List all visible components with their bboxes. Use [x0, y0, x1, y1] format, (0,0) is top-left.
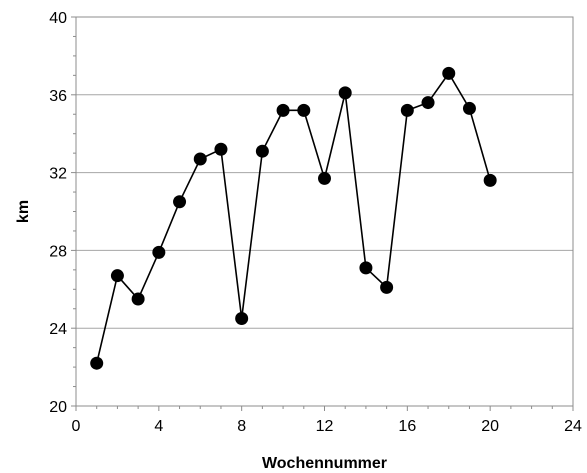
x-tick-label: 20	[481, 418, 499, 435]
y-tick-label: 40	[49, 10, 67, 27]
data-point	[193, 152, 207, 166]
data-point	[276, 103, 290, 117]
data-point	[110, 269, 124, 283]
y-axis-title: km	[15, 200, 32, 223]
data-point	[462, 101, 476, 115]
data-point	[131, 292, 145, 306]
data-point	[90, 356, 104, 370]
plot-border	[75, 16, 574, 407]
y-tick-label: 32	[49, 166, 67, 183]
data-point	[318, 171, 331, 185]
x-tick-label: 16	[398, 418, 416, 435]
x-tick-label: 4	[154, 418, 163, 435]
data-point	[380, 280, 394, 294]
data-point	[483, 173, 497, 187]
x-tick-label: 12	[316, 418, 334, 435]
series-line	[95, 71, 491, 364]
data-point	[255, 144, 269, 158]
y-tick-label: 36	[49, 88, 67, 105]
axes	[71, 16, 574, 411]
data-point	[359, 261, 373, 275]
data-point	[152, 245, 166, 259]
data-point	[173, 195, 187, 209]
tick-labels: 20 24 28 32 36 40 0 4 8 12 16 20 24	[49, 10, 582, 435]
y-tick-label: 20	[49, 399, 67, 416]
data-series	[90, 66, 497, 370]
x-tick-label: 8	[237, 418, 246, 435]
data-point	[297, 103, 311, 117]
data-point	[338, 86, 352, 100]
x-tick-label: 24	[564, 418, 582, 435]
y-tick-label: 24	[49, 321, 67, 338]
x-axis-title: Wochennummer	[262, 455, 387, 472]
x-tick-label: 0	[72, 418, 81, 435]
data-point	[214, 142, 228, 156]
data-point	[421, 96, 435, 110]
y-tick-label: 28	[49, 243, 67, 260]
data-point	[235, 311, 249, 325]
data-point	[442, 66, 456, 80]
data-point	[400, 103, 414, 117]
